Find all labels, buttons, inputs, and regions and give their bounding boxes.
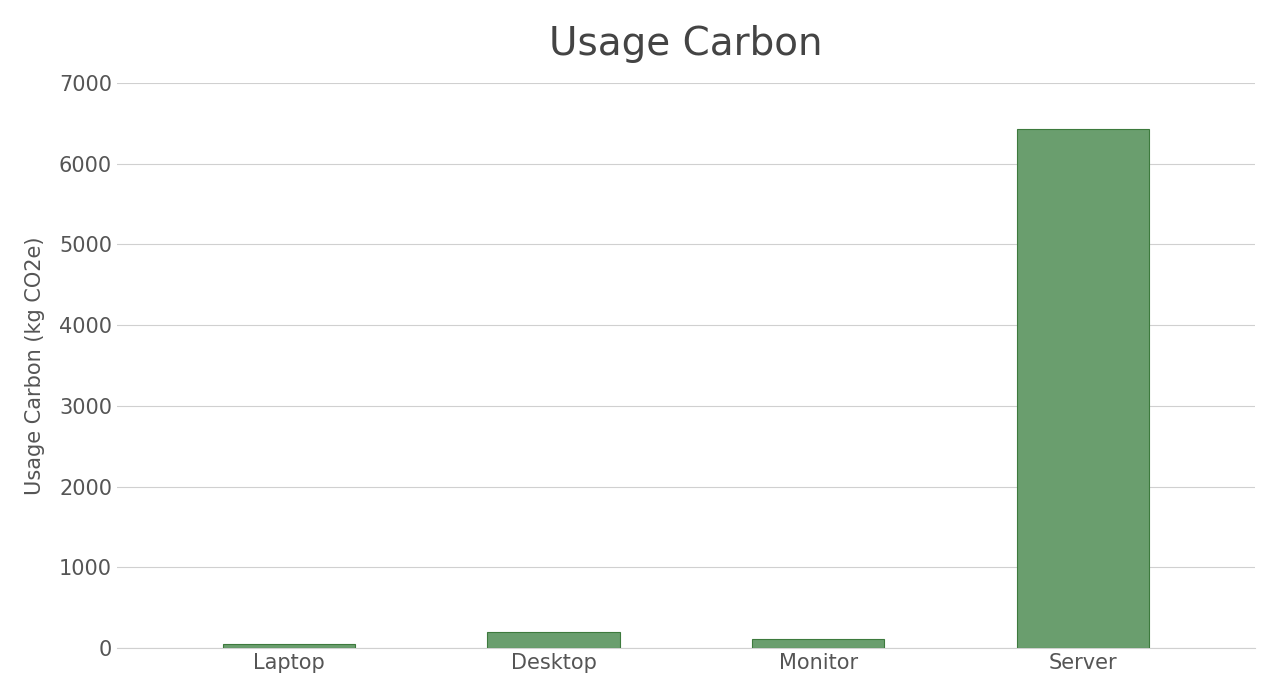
- Bar: [1016, 129, 1149, 648]
- Y-axis label: Usage Carbon (kg CO2e): Usage Carbon (kg CO2e): [26, 236, 45, 495]
- Bar: [223, 644, 355, 648]
- Bar: [488, 632, 620, 648]
- Title: Usage Carbon: Usage Carbon: [549, 25, 823, 63]
- Bar: [753, 639, 884, 648]
